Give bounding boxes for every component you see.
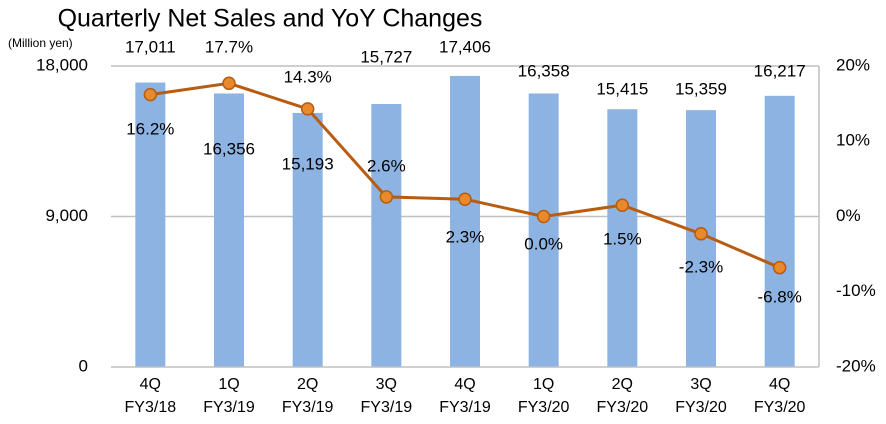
line-value-label: 1.5%	[603, 229, 642, 248]
bar	[450, 75, 480, 368]
chart-title: Quarterly Net Sales and YoY Changes	[58, 5, 483, 33]
y2-tick-label: 0%	[836, 206, 861, 225]
x-tick-label: FY3/20	[518, 399, 570, 416]
x-tick-label: FY3/19	[282, 399, 334, 416]
marker	[536, 209, 551, 224]
line-value-label: 17.7%	[205, 37, 253, 56]
x-tick-label: 4Q	[140, 376, 161, 393]
y2-tick-label: 10%	[836, 131, 870, 150]
y-tick-label: 18,000	[36, 55, 88, 74]
marker	[458, 192, 472, 206]
y-tick-label: 0	[79, 356, 88, 375]
bar	[371, 104, 402, 367]
bar-value-label: 16,356	[203, 139, 255, 158]
bar-value-label: 17,406	[439, 37, 491, 56]
bar	[607, 109, 638, 368]
marker	[300, 102, 315, 116]
bar	[764, 95, 795, 367]
bar-value-label: 15,415	[596, 79, 648, 98]
bar-value-label: 15,359	[675, 79, 727, 98]
x-tick-label: FY3/19	[439, 399, 491, 416]
line-value-label: -2.3%	[679, 257, 723, 276]
bar	[214, 93, 244, 367]
marker	[379, 190, 394, 204]
y2-tick-label: -10%	[836, 281, 876, 300]
line-value-label: 2.6%	[367, 156, 406, 175]
line-value-label: 16.2%	[126, 119, 174, 138]
x-tick-label: 2Q	[297, 376, 318, 393]
line-value-label: -6.8%	[757, 287, 801, 306]
marker	[143, 87, 158, 102]
y-tick-label: 9,000	[45, 206, 88, 225]
marker	[615, 198, 630, 212]
y2-tick-label: -20%	[836, 356, 876, 375]
bar-value-label: 17,011	[125, 37, 176, 56]
line-value-label: 14.3%	[284, 67, 332, 86]
x-tick-label: FY3/20	[754, 399, 806, 416]
marker	[694, 227, 708, 241]
x-tick-label: 1Q	[218, 376, 239, 393]
bar-value-label: 15,727	[360, 47, 412, 66]
x-tick-label: 4Q	[769, 376, 790, 393]
bar	[528, 93, 559, 367]
x-tick-label: 3Q	[376, 376, 397, 393]
bar-value-label: 15,193	[282, 154, 334, 173]
x-tick-label: FY3/19	[361, 399, 413, 416]
bar-value-label: 16,358	[518, 61, 570, 80]
x-tick-label: FY3/20	[597, 399, 649, 416]
marker	[772, 260, 787, 275]
x-tick-label: FY3/19	[203, 399, 255, 416]
x-tick-label: 4Q	[454, 376, 475, 393]
x-tick-label: FY3/18	[125, 399, 177, 416]
line-value-label: 2.3%	[446, 227, 485, 246]
bar	[292, 112, 323, 368]
bar	[135, 82, 166, 368]
y-axis-label: (Million yen)	[8, 36, 73, 50]
y2-tick-label: 20%	[836, 55, 870, 74]
line-value-label: 0.0%	[524, 234, 563, 253]
x-tick-label: 3Q	[690, 376, 711, 393]
x-tick-label: 2Q	[612, 376, 633, 393]
x-tick-label: FY3/20	[675, 399, 727, 416]
bar-value-label: 16,217	[754, 61, 806, 80]
x-tick-label: 1Q	[533, 376, 554, 393]
marker	[222, 76, 236, 91]
